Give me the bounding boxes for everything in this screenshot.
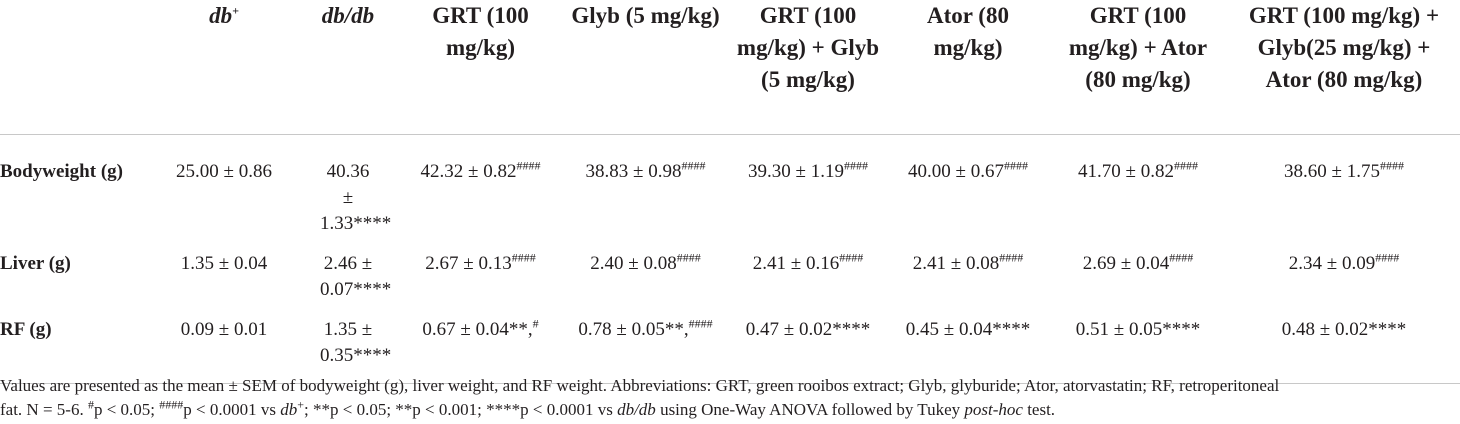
table-row: Bodyweight (g) 25.00 ± 0.86 40.36 ± 1.33… xyxy=(0,134,1460,237)
table-cell: 2.67 ± 0.13#### xyxy=(425,250,536,274)
table-footnote: Values are presented as the mean ± SEM o… xyxy=(0,374,1460,422)
table-cell: 0.09 ± 0.01 xyxy=(150,302,298,384)
table-cell: 0.48 ± 0.02**** xyxy=(1228,302,1460,384)
table-cell: 1.35 ± 0.35**** xyxy=(298,302,398,384)
header-corner xyxy=(0,0,150,135)
header-db: db+ xyxy=(150,0,298,135)
table-cell: 41.70 ± 0.82#### xyxy=(1078,158,1198,182)
table-cell: 2.41 ± 0.08#### xyxy=(912,250,1024,274)
header-row: db+ db/db GRT (100 mg/kg) Glyb (5 mg/kg)… xyxy=(0,0,1460,135)
table-row: RF (g) 0.09 ± 0.01 1.35 ± 0.35**** 0.67 … xyxy=(0,302,1460,384)
header-grt: GRT (100 mg/kg) xyxy=(398,0,563,135)
footnote-line-1: Values are presented as the mean ± SEM o… xyxy=(0,376,1280,395)
results-table: db+ db/db GRT (100 mg/kg) Glyb (5 mg/kg)… xyxy=(0,0,1460,384)
header-dbdb: db/db xyxy=(298,0,398,135)
table-cell: 40.36 ± 1.33**** xyxy=(320,160,392,234)
row-label: Bodyweight (g) xyxy=(0,160,123,182)
table-cell: 0.47 ± 0.02**** xyxy=(728,302,888,384)
table-cell: 1.35 ± 0.04 xyxy=(180,252,268,274)
table-cell: 25.00 ± 0.86 xyxy=(176,160,272,182)
table-cell: 2.69 ± 0.04#### xyxy=(1082,250,1194,274)
table-row: Liver (g) 1.35 ± 0.04 2.46 ± 0.07**** 2.… xyxy=(0,237,1460,303)
table-cell: 39.30 ± 1.19#### xyxy=(748,158,868,182)
table-cell: 2.46 ± 0.07**** xyxy=(320,252,392,300)
row-label: Liver (g) xyxy=(0,252,71,274)
table-cell: 0.51 ± 0.05**** xyxy=(1048,302,1228,384)
table-cell: 40.00 ± 0.67#### xyxy=(908,158,1028,182)
row-label: RF (g) xyxy=(0,302,150,384)
table-cell: 0.78 ± 0.05**,#### xyxy=(563,302,728,384)
table-cell: 2.34 ± 0.09#### xyxy=(1288,250,1400,274)
table-cell: 2.40 ± 0.08#### xyxy=(590,250,701,274)
table-cell: 38.83 ± 0.98#### xyxy=(585,158,706,182)
table-cell: 42.32 ± 0.82#### xyxy=(420,158,541,182)
header-grt-ator: GRT (100 mg/kg) + Ator (80 mg/kg) xyxy=(1048,0,1228,135)
table-cell: 0.45 ± 0.04**** xyxy=(888,302,1048,384)
header-grt-glyb: GRT (100 mg/kg) + Glyb (5 mg/kg) xyxy=(728,0,888,135)
table-cell: 0.67 ± 0.04**,# xyxy=(398,302,563,384)
footnote-line-2: fat. N = 5-6. #p < 0.05; ####p < 0.0001 … xyxy=(0,397,1056,419)
header-ator: Ator (80 mg/kg) xyxy=(888,0,1048,135)
header-grt-glyb-ator: GRT (100 mg/kg) + Glyb(25 mg/kg) + Ator … xyxy=(1228,0,1460,135)
table-cell: 2.41 ± 0.16#### xyxy=(752,250,864,274)
table-cell: 38.60 ± 1.75#### xyxy=(1284,158,1404,182)
header-glyb: Glyb (5 mg/kg) xyxy=(563,0,728,135)
